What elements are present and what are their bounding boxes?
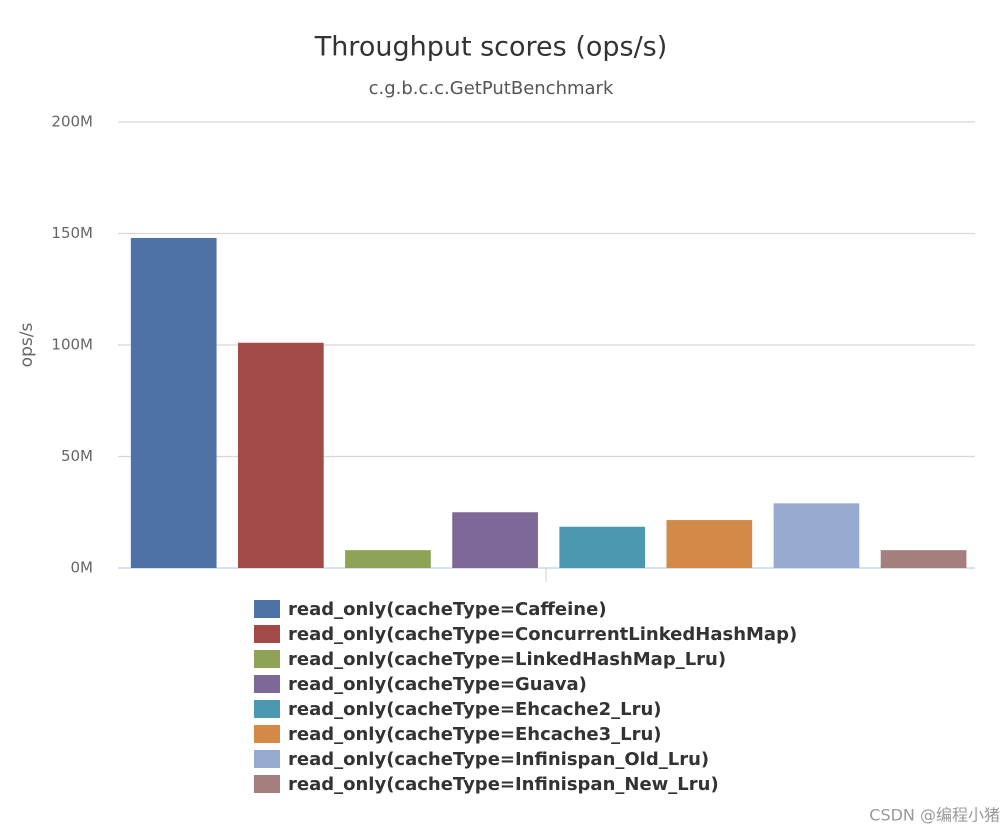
- bar: [559, 526, 646, 568]
- chart-title: Throughput scores (ops/s): [314, 32, 668, 63]
- legend-label: read_only(cacheType=Infinispan_New_Lru): [288, 774, 719, 795]
- bar: [666, 520, 753, 568]
- legend-swatch: [254, 700, 280, 718]
- legend-swatch: [254, 775, 280, 793]
- chart-subtitle: c.g.b.c.c.GetPutBenchmark: [369, 78, 614, 99]
- bar: [773, 503, 860, 568]
- legend-swatch: [254, 675, 280, 693]
- y-tick-label: 50M: [61, 447, 93, 465]
- legend-swatch: [254, 725, 280, 743]
- legend-label: read_only(cacheType=Caffeine): [288, 599, 607, 620]
- bar: [880, 550, 967, 568]
- legend-label: read_only(cacheType=Infinispan_Old_Lru): [288, 749, 709, 770]
- bar: [345, 550, 431, 568]
- watermark: CSDN @编程小猪: [869, 806, 1000, 825]
- legend-label: read_only(cacheType=ConcurrentLinkedHash…: [288, 624, 797, 645]
- y-tick-label: 150M: [51, 224, 93, 242]
- legend-swatch: [254, 600, 280, 618]
- y-tick-label: 100M: [51, 336, 93, 354]
- legend-label: read_only(cacheType=LinkedHashMap_Lru): [288, 649, 726, 670]
- legend-label: read_only(cacheType=Ehcache2_Lru): [288, 699, 662, 720]
- bar: [130, 237, 217, 568]
- legend-label: read_only(cacheType=Guava): [288, 674, 587, 695]
- legend-swatch: [254, 625, 280, 643]
- legend-swatch: [254, 750, 280, 768]
- y-axis-label: ops/s: [17, 323, 37, 368]
- y-tick-label: 200M: [51, 113, 93, 131]
- legend-swatch: [254, 650, 280, 668]
- legend-label: read_only(cacheType=Ehcache3_Lru): [288, 724, 662, 745]
- bar: [452, 512, 538, 568]
- bar: [237, 342, 324, 568]
- y-tick-label: 0M: [71, 559, 94, 577]
